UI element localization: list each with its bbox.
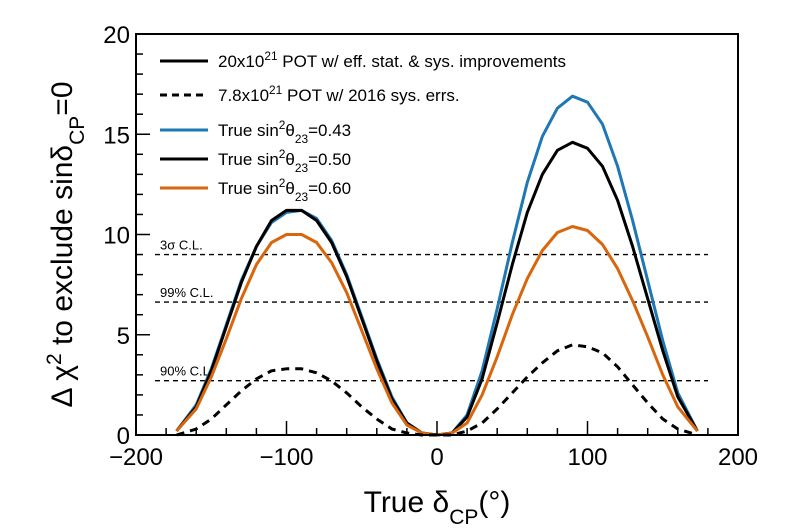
x-tick-label: −200 xyxy=(109,444,163,471)
y-tick-label: 15 xyxy=(103,122,130,149)
x-tick-label: 200 xyxy=(718,444,758,471)
y-tick-label: 10 xyxy=(103,223,130,250)
legend: 20x1021 POT w/ eff. stat. & sys. improve… xyxy=(160,49,566,204)
series-line xyxy=(175,225,699,437)
y-axis-title: Δ χ2 to exclude sinδCP=0 xyxy=(43,81,89,407)
axes: −200 −100 0 100 200 0 5 10 15 20 True δCP(°) Δ χ2 t… xyxy=(43,22,759,529)
plot-area: 3σ C.L. 99% C.L. 90% C.L. xyxy=(155,94,708,437)
x-tick-label: −100 xyxy=(259,444,313,471)
cl-label: 3σ C.L. xyxy=(160,238,203,253)
legend-label: True sin2θ23=0.50 xyxy=(218,147,351,175)
legend-label: 20x1021 POT w/ eff. stat. & sys. improve… xyxy=(218,49,566,71)
y-tick-label: 20 xyxy=(103,22,130,49)
legend-label: True sin2θ23=0.60 xyxy=(218,176,351,204)
x-tick-label: 0 xyxy=(430,444,443,471)
y-tick-label: 0 xyxy=(117,423,130,450)
cl-label: 99% C.L. xyxy=(160,285,213,300)
y-tick-label: 5 xyxy=(117,323,130,350)
cl-label: 90% C.L. xyxy=(160,364,213,379)
legend-label: 7.8x1021 POT w/ 2016 sys. errs. xyxy=(218,83,460,105)
x-tick-label: 100 xyxy=(567,444,607,471)
x-axis-title: True δCP(°) xyxy=(364,486,511,529)
legend-label: True sin2θ23=0.43 xyxy=(218,118,351,146)
